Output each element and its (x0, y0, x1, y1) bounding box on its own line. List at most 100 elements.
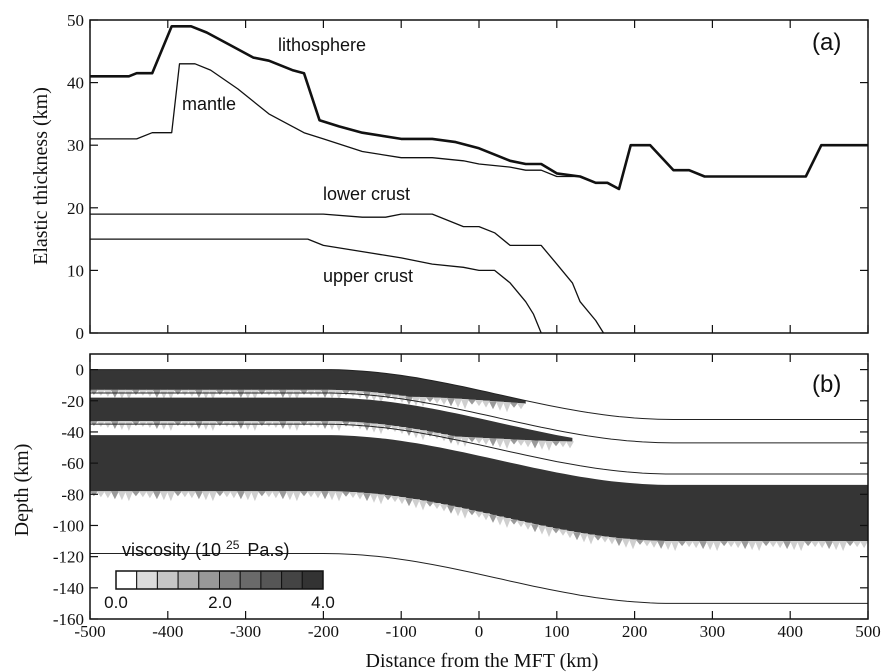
fringe-mark (201, 389, 210, 399)
fringe-mark (124, 491, 133, 502)
fringe-mark (124, 389, 133, 400)
panel-b-y-tick-label: -60 (61, 454, 84, 473)
series-mantle (90, 63, 620, 190)
fringe-mark (846, 541, 855, 547)
fringe-mark (818, 541, 827, 549)
fringe-mark (510, 402, 518, 408)
fringe-mark (243, 491, 252, 501)
panel-b-y-tick-label: -40 (61, 423, 84, 442)
fringe-mark (152, 389, 161, 398)
fringe-mark (559, 529, 567, 536)
fringe-mark (447, 505, 455, 514)
fringe-mark (131, 491, 140, 497)
fringe-mark (503, 439, 511, 450)
fringe-mark (300, 491, 308, 497)
fringe-mark (278, 389, 287, 398)
fringe-mark (440, 397, 448, 405)
panel-b-y-tick-label: -20 (61, 392, 84, 411)
fringe-mark (110, 421, 119, 429)
fringe-mark (131, 421, 140, 426)
viscosity-band-fringe-2 (90, 491, 868, 552)
fringe-mark (215, 389, 224, 395)
viscosity-band-fringe-0 (90, 389, 525, 413)
fringe-mark (405, 498, 413, 507)
fringe-mark (552, 441, 560, 447)
fringe-mark (713, 541, 722, 552)
colorbar-cells (115, 570, 324, 590)
fringe-mark (257, 421, 266, 426)
fringe-mark (517, 439, 525, 446)
fringe-mark (475, 437, 483, 444)
fringe-mark (741, 541, 750, 550)
panel-b-x-tick-label: 500 (855, 622, 881, 641)
colorbar-cell (115, 570, 138, 590)
fringe-mark (643, 540, 651, 547)
fringe-mark (257, 389, 266, 395)
fringe-mark (117, 389, 126, 399)
panel-b-x-tick-label: -500 (74, 622, 105, 641)
fringe-mark (124, 421, 133, 431)
fringe-mark (335, 390, 343, 401)
fringe-mark (278, 421, 287, 429)
fringe-mark (194, 421, 203, 429)
fringe-mark (461, 399, 469, 410)
fringe-mark (110, 389, 119, 398)
boundary-lower-crust-base (90, 423, 868, 475)
fringe-mark (285, 389, 294, 399)
fringe-mark (321, 491, 329, 500)
fringe-mark (363, 422, 371, 431)
fringe-mark (517, 521, 525, 528)
panel-b-x-tick-label: -200 (308, 622, 339, 641)
upper-crust-label: upper crust (323, 266, 413, 286)
fringe-mark (468, 399, 476, 405)
fringe-mark (608, 537, 616, 545)
fringe-mark (159, 491, 168, 501)
panel-b-x-tick-label: 100 (544, 622, 570, 641)
fringe-mark (531, 524, 539, 533)
fringe-mark (762, 541, 771, 547)
fringe-mark (342, 491, 350, 497)
fringe-mark (321, 389, 329, 398)
fringe-mark (229, 491, 238, 499)
fringe-mark (706, 541, 715, 551)
fringe-mark (699, 541, 708, 550)
fringe-mark (187, 491, 196, 499)
fringe-mark (363, 391, 371, 400)
panel-a-y-axis-label: Elastic thickness (km) (30, 87, 52, 265)
fringe-mark (377, 424, 385, 435)
fringe-mark (685, 541, 694, 548)
fringe-mark (468, 437, 476, 443)
fringe-mark (482, 513, 490, 521)
colorbar-cell (260, 570, 283, 590)
fringe-mark (342, 421, 350, 427)
fringe-mark (496, 516, 504, 526)
fringe-mark (531, 440, 539, 449)
fringe-mark (839, 541, 848, 552)
fringe-mark (90, 421, 98, 426)
colorbar-tick-4: 4.0 (311, 593, 335, 612)
fringe-mark (811, 541, 820, 548)
fringe-mark (342, 390, 350, 396)
panel-b-x-tick-label: 0 (475, 622, 484, 641)
fringe-mark (384, 425, 392, 431)
panel-b-x-tick-label: -300 (230, 622, 261, 641)
panel-a: 0 10 20 30 40 50 (a) lithosphere mantle lower… (30, 11, 869, 343)
boundary-upper-crust-base (90, 392, 868, 444)
fringe-mark (769, 541, 778, 548)
fringe-mark (285, 491, 294, 501)
fringe-mark (426, 501, 434, 507)
panel-a-y-tick-label: 10 (67, 261, 84, 280)
fringe-mark (103, 491, 112, 499)
panel-b-x-tick-label: -400 (152, 622, 183, 641)
colorbar-title-text: viscosity (10 (122, 540, 221, 560)
fringe-mark (426, 431, 434, 437)
colorbar-title: viscosity (10 25 Pa.s) (122, 533, 289, 560)
colorbar-outline (115, 570, 324, 590)
fringe-mark (510, 519, 518, 525)
fringe-mark (271, 491, 280, 499)
panel-b-x-tick-label: 400 (777, 622, 803, 641)
fringe-mark (201, 491, 210, 501)
fringe-mark (152, 421, 161, 429)
fringe-mark (629, 539, 637, 550)
fringe-mark (391, 496, 399, 503)
